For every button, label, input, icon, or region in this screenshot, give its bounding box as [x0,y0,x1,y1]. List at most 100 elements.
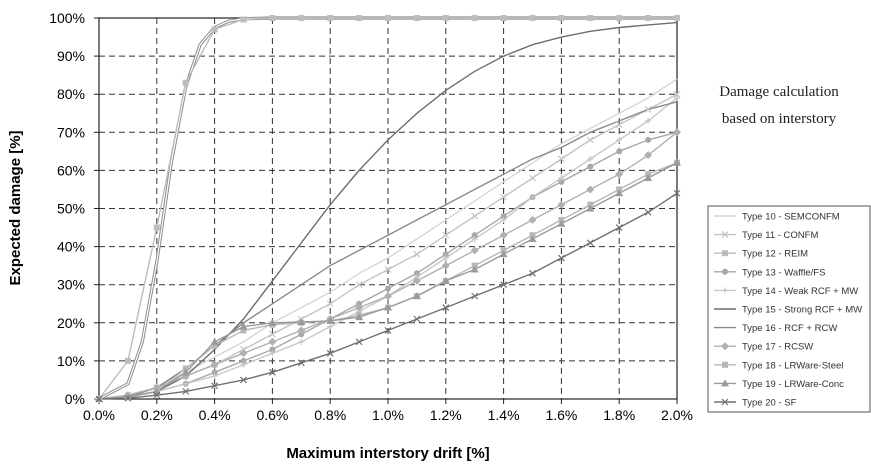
series-20-point [240,376,247,384]
legend-marker [722,287,728,294]
x-tick-label: 1.6% [545,407,577,423]
series-14-point [240,361,247,368]
series-17-point [499,231,508,240]
legend-marker [722,361,728,368]
series-12-point [211,26,218,33]
y-tick-labels: 0% 10% 20% 30% 40% 50% 60% 70% 80% 90% 100% [49,10,85,407]
series-14-point [182,380,189,387]
series-12-point [645,15,652,21]
series-18-point [240,327,247,334]
series-18-point [211,342,218,349]
legend-label: Type 12 - REIM [742,249,808,260]
legend-label: Type 20 - SF [742,398,797,409]
x-axis-title: Maximum interstory drift [%] [286,445,489,462]
legend-marker [721,379,729,387]
series-17-point [297,326,306,335]
legend-label: Type 10 - SEMCONFM [742,212,840,223]
series-19-point [297,318,306,326]
series-17-point [268,337,277,346]
series-19-point [210,337,219,345]
series-13-point [616,148,623,155]
legend-item: Type 20 - SF [714,398,797,409]
series-19-point [412,292,421,300]
series-14-point [587,155,594,162]
annotation-line-1: Damage calculation [719,84,839,100]
y-tick-label: 100% [49,10,85,26]
legend-marker [721,342,729,351]
series-14-point [211,373,218,380]
series-17-point [470,246,479,255]
series-14-point [298,338,305,345]
x-tick-labels: 0.0% 0.2% 0.4% 0.6% 0.8% 1.0% 1.2% 1.4% 1.6% 1.8%… [83,407,693,423]
y-tick-label: 80% [57,86,85,102]
legend-item: Type 11 - CONFM [714,230,818,241]
series-13-point [240,357,247,364]
series-14-point [471,235,478,242]
series-11-point [586,136,594,144]
legend-label: Type 15 - Strong RCF + MW [742,305,862,316]
series-17-point [355,303,364,312]
series-17-point [644,151,653,160]
series-12-point [529,15,536,21]
series-11-point [326,300,334,308]
series-17-point [557,200,566,209]
legend-item: Type 10 - SEMCONFM [714,212,840,223]
legend-marker [721,398,729,406]
series-13-point [413,270,420,277]
legend-item: Type 19 - LRWare-Conc [714,379,844,390]
series-20-point [182,387,190,395]
series-20-point [413,315,421,323]
x-tick-label: 1.2% [430,407,462,423]
x-tick-label: 0.6% [256,407,288,423]
y-tick-label: 0% [65,391,85,407]
series-13-point [645,136,652,143]
series-20-point [268,368,276,376]
legend-marker [722,250,728,257]
x-tick-label: 0.2% [141,407,173,423]
series-20-point [557,254,565,262]
series-19-point [499,250,508,258]
series-17-point [384,292,392,301]
x-tick-label: 1.4% [488,407,520,423]
series-20-point [211,382,219,390]
series-19-point [644,174,653,182]
series-11-point [500,193,508,201]
series-20-point [586,239,594,247]
series-20-point [673,189,681,197]
y-tick-label: 10% [57,353,85,369]
series-20-point [326,349,334,357]
series-20-point [355,338,363,346]
series-11-point [557,155,565,163]
legend-marker [721,231,729,239]
series-20-point [297,359,305,367]
series-12-point [558,15,565,21]
series-19-point [123,393,132,401]
legend-item: Type 12 - REIM [714,249,808,260]
legend-label: Type 18 - LRWare-Steel [742,360,843,371]
series-11-point [413,250,421,258]
series-17-point [239,349,248,358]
legend-label: Type 17 - RCSW [742,342,813,353]
series-12-point [674,15,680,21]
series-14-point [674,95,680,102]
x-tick-label: 1.8% [603,407,635,423]
y-tick-label: 90% [57,48,85,64]
series-12-point [442,15,449,21]
series-12-point [356,15,363,21]
series-14-point [558,175,565,182]
series-14-point [442,255,449,262]
series-12-point [269,15,276,21]
legend-label: Type 16 - RCF + RCW [742,323,837,334]
y-tick-label: 60% [57,162,85,178]
series-20-point [500,281,508,289]
series-11-point [644,106,652,113]
series-17-point [210,360,219,369]
series-11-point [384,266,392,273]
series-12-point [413,15,420,21]
series-13-point [442,251,449,258]
legend-label: Type 11 - CONFM [742,230,818,241]
series-11-point [673,90,681,98]
series-14-point [645,117,652,124]
series-19-point [326,316,335,324]
series-11-point [615,121,623,129]
